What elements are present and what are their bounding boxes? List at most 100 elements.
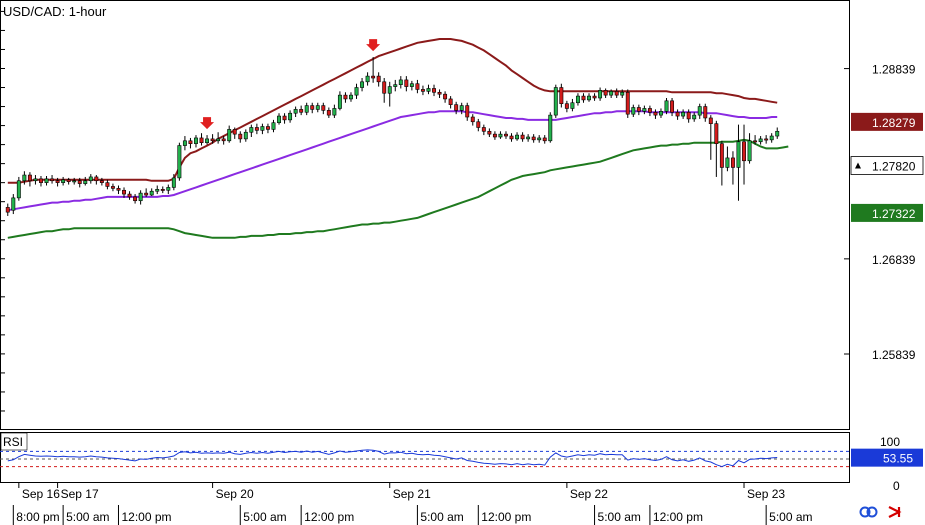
candle-body-down [404,79,409,87]
candle [625,89,630,118]
candle [299,105,304,116]
candle [492,131,497,140]
candle [742,124,746,185]
candle [686,109,691,123]
candle-body-down [504,133,508,137]
candle-body-down [415,83,420,90]
candle-body-down [116,188,121,191]
candle-body-down [420,89,425,92]
candle-body-up [166,187,171,191]
red-arrow-icon[interactable] [888,506,902,518]
candle [614,88,619,98]
candle-body-up [553,87,558,116]
candle-body-down [564,103,569,109]
candle [72,177,77,185]
candle [631,104,636,118]
x-tick-label: Sep 20 [216,487,254,501]
candle-body-up [243,131,248,140]
link-icon[interactable] [859,506,878,518]
x-tick-label: Sep 17 [61,487,99,501]
candle-body-down [454,104,459,111]
candle-body-down [99,180,104,183]
candle-body-down [603,90,608,96]
candle-body-up [642,108,647,112]
candle [315,102,320,113]
candle [216,132,221,144]
candle-body-down [326,110,331,116]
price-tags: 1.28279 1.27820 1.27322 [850,112,924,222]
candle [221,136,226,145]
y-axis: 1.28839 1.26839 1.25839 [0,10,916,412]
candle [354,83,359,99]
candle [675,109,680,120]
candle-body-up [747,140,752,162]
x-tick-label: Sep 16 [22,487,60,501]
candle-body-down [122,189,126,195]
candle [277,113,281,125]
candle-body-up [387,86,392,94]
candle [404,76,409,92]
candle [487,128,492,137]
candle-body-up [260,126,265,131]
current-price-tag-border [850,156,924,175]
candle [592,93,597,101]
candle [116,185,121,195]
candle-body-up [587,95,591,101]
rsi-tick-0: 0 [893,479,900,493]
candle [432,84,436,97]
candle [393,79,398,92]
candle-body-up [681,111,686,117]
candle-body-down [160,189,165,191]
candle-body-up [570,102,575,109]
candle [470,114,475,126]
candle [664,97,669,115]
candle-body-up [216,138,221,142]
x-tick-label: 5:00 am [66,510,109,524]
candle-body-down [5,207,10,213]
candle-body-up [664,100,669,112]
lower-band-line [7,138,789,239]
upper-band-tag-bg [851,112,923,131]
candle [653,109,658,119]
candle-body-up [526,136,531,140]
candle-body-down [66,179,71,183]
candle [714,120,719,177]
candle [271,119,276,133]
candle [775,127,780,139]
x-tick-label: 5:00 am [420,510,463,524]
candle [692,112,697,122]
rsi-current-tag-bg [851,448,923,467]
candle-body-down [708,117,713,124]
candle [254,123,259,135]
candle-body-down [188,140,193,144]
candle [647,105,652,117]
candle-body-down [432,88,436,93]
candle [697,103,702,119]
candle-body-down [719,143,724,168]
candle-body-up [692,114,697,120]
x-tick-label: 12:00 pm [481,510,531,524]
candle [44,175,49,186]
candle [387,81,392,107]
candle-body-down [144,192,149,196]
candle [636,104,641,116]
candle [321,102,326,115]
candle-body-up [16,180,21,199]
candle [343,92,348,103]
middle-band-line [7,110,778,212]
candle [764,135,769,144]
candle-body-down [520,134,525,140]
candle-body-down [39,178,43,183]
candle [481,124,486,136]
sell-signal-arrow-icon [366,39,381,52]
candle-body-down [371,75,376,79]
main-plot-frame [0,0,850,430]
candle [61,176,66,186]
upper-band-line [7,38,778,184]
x-tick-label: 8:00 pm [16,510,59,524]
candle-body-up [697,106,702,116]
candle-body-down [714,123,719,144]
y-tick-label: 1.26839 [872,253,916,267]
candle [360,78,365,92]
